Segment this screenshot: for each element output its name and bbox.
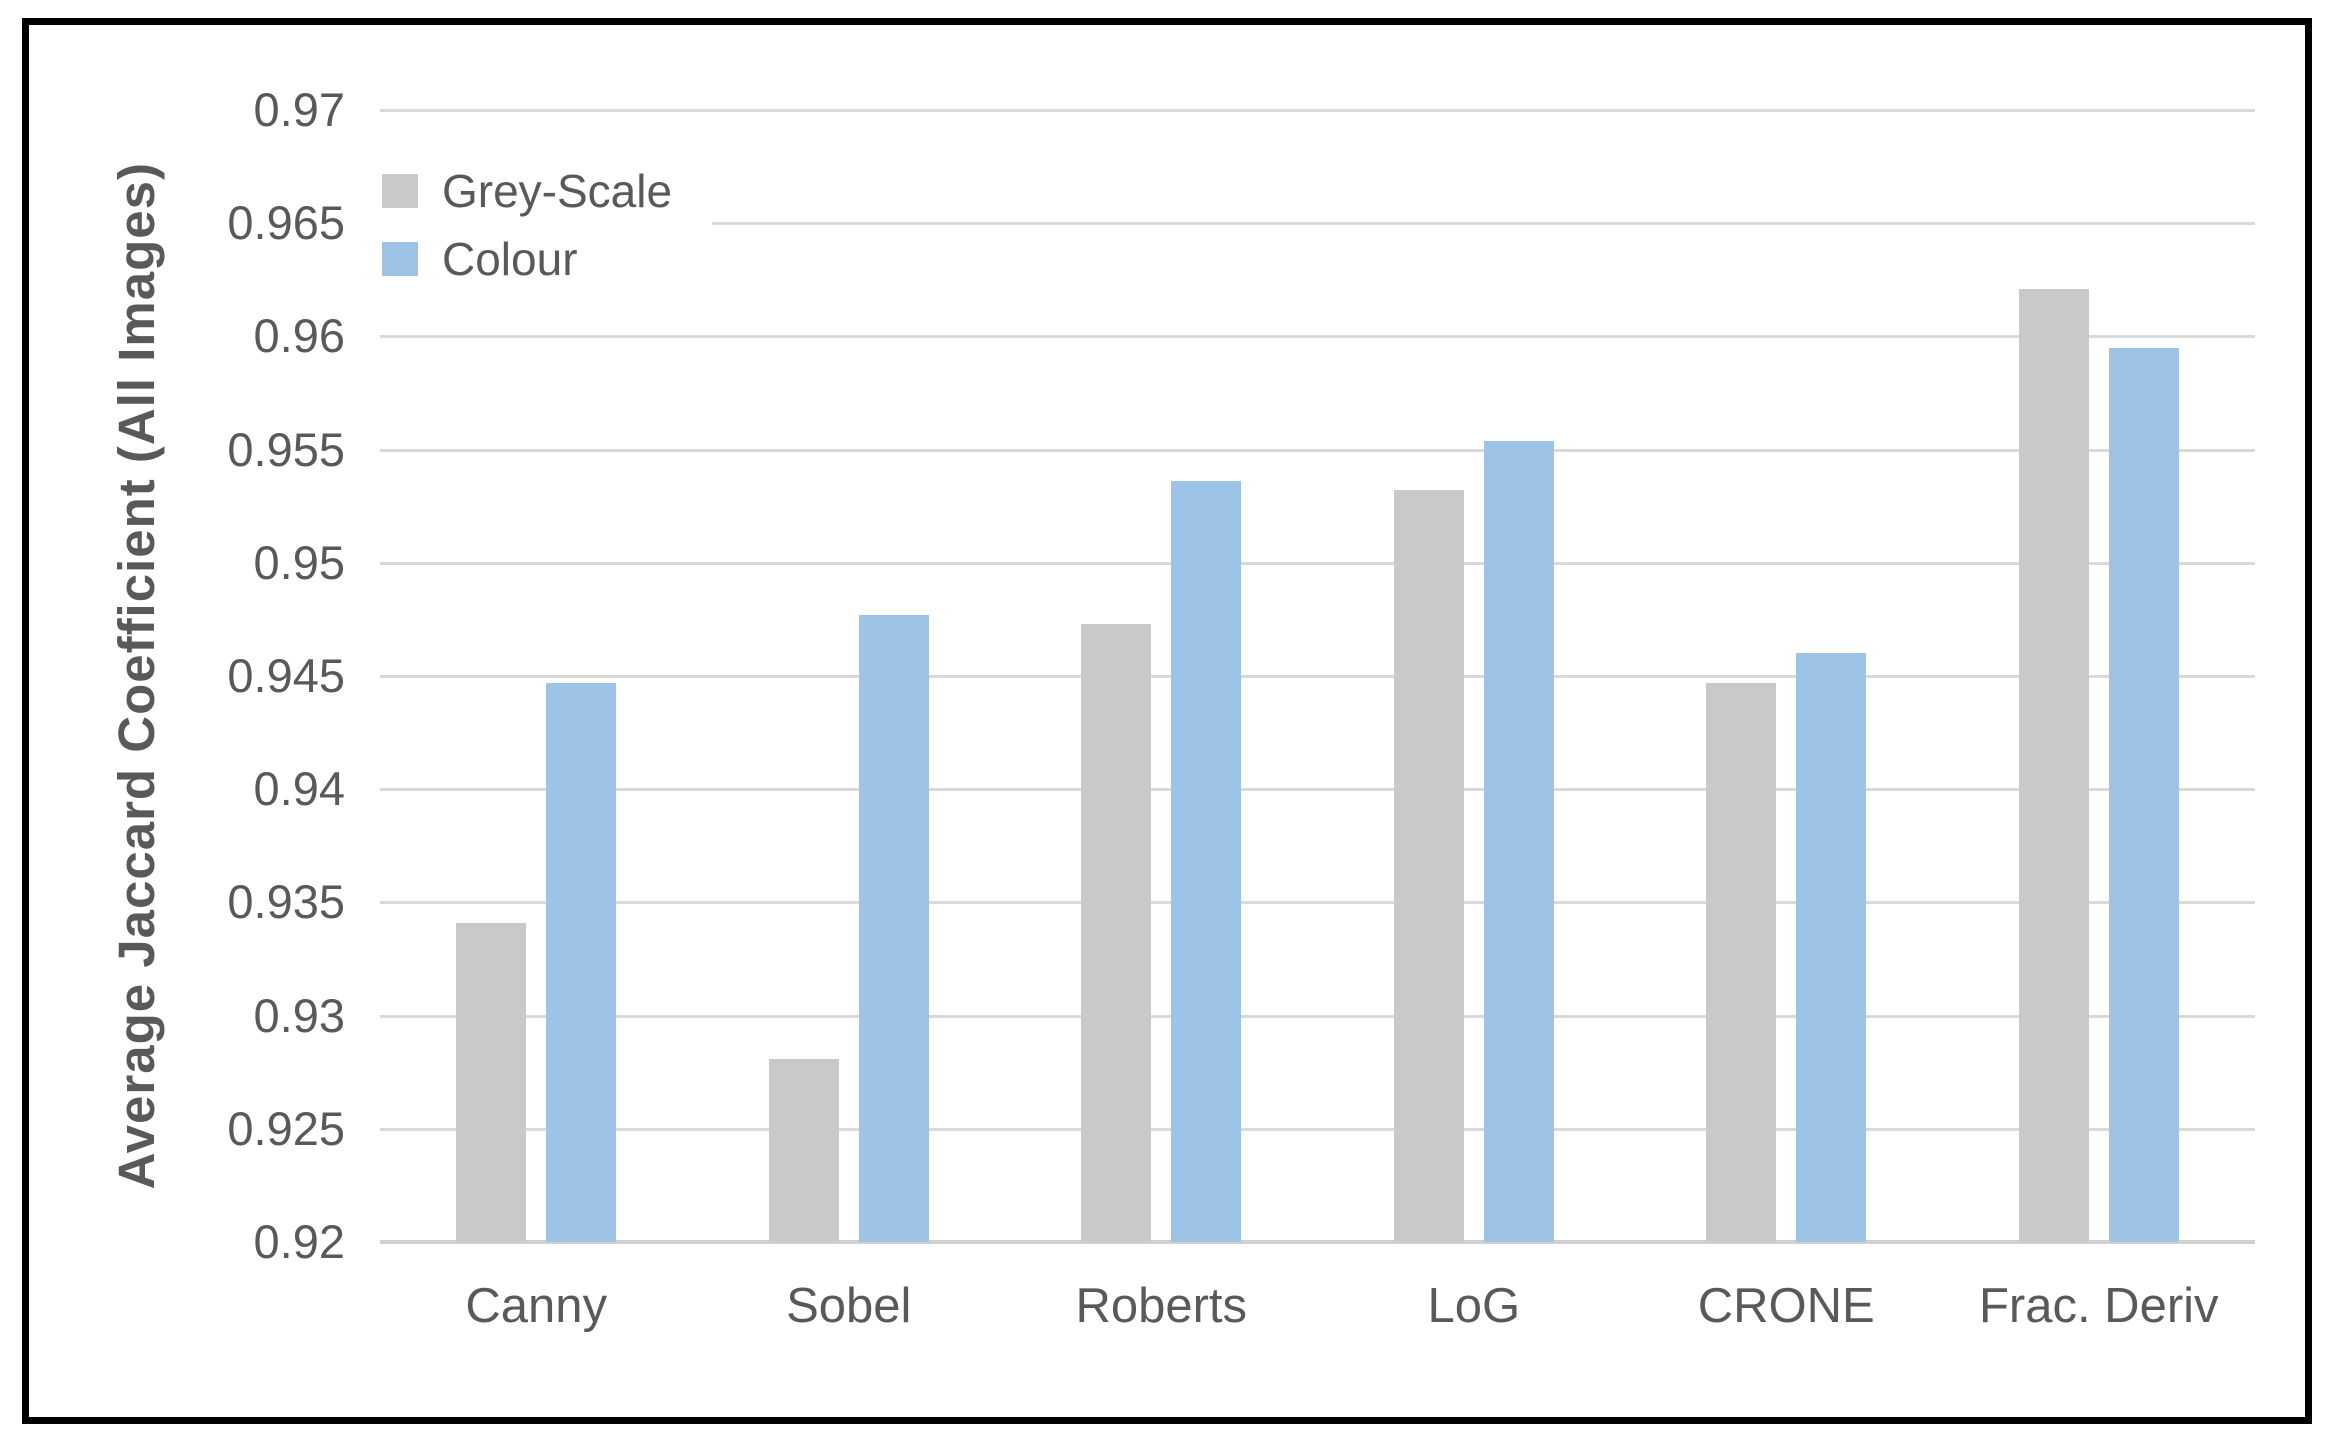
gridline — [380, 448, 2255, 452]
x-tick-label: Frac. Deriv — [1978, 1279, 2219, 1333]
legend-swatch-grey-scale — [382, 174, 418, 208]
bar-grey-scale — [2018, 288, 2089, 1242]
bars-layer — [380, 110, 2255, 1242]
bar-colour — [546, 682, 617, 1242]
bar-grey-scale — [768, 1058, 839, 1242]
gridline — [380, 561, 2255, 565]
y-axis-tick-labels: 0.97 0.965 0.96 0.955 0.95 0.945 0.94 0.935 0.93… — [0, 83, 345, 1268]
x-tick-label: Sobel — [786, 1279, 912, 1333]
legend-item: Grey-Scale — [382, 164, 672, 218]
gridline — [380, 901, 2255, 905]
y-tick-label: 0.955 — [227, 422, 345, 476]
y-tick-label: 0.945 — [227, 649, 345, 702]
category-group-sobel — [693, 110, 1006, 1242]
bar-colour — [1796, 653, 1867, 1242]
bar-colour — [2108, 347, 2179, 1242]
bar-colour — [1171, 481, 1242, 1242]
y-tick-label: 0.935 — [227, 875, 345, 929]
gridline — [380, 222, 2255, 226]
y-tick-label: 0.92 — [253, 1215, 345, 1268]
category-group-canny — [380, 110, 693, 1242]
x-axis-line — [380, 1240, 2255, 1244]
category-group-log — [1318, 110, 1631, 1242]
bar-grey-scale — [456, 922, 527, 1242]
x-tick-label: Canny — [465, 1279, 608, 1333]
legend-label: Grey-Scale — [442, 165, 673, 217]
x-tick-label: CRONE — [1697, 1279, 1875, 1333]
gridline — [380, 335, 2255, 339]
gridline — [380, 675, 2255, 678]
gridline — [380, 1127, 2255, 1131]
x-tick-label: LoG — [1427, 1279, 1521, 1333]
category-group-roberts — [1005, 110, 1318, 1242]
legend-label: Colour — [442, 233, 578, 285]
gridline — [380, 109, 2255, 112]
bar-grey-scale — [1393, 490, 1464, 1242]
y-tick-label: 0.94 — [253, 762, 345, 816]
bar-grey-scale — [1081, 623, 1152, 1242]
chart-border — [22, 18, 2312, 1424]
legend-swatch-colour — [382, 242, 418, 276]
y-tick-label: 0.925 — [227, 1101, 345, 1155]
x-axis-tick-labels: Canny Sobel Roberts LoG CRONE Frac. Deriv — [380, 1278, 2255, 1334]
y-tick-label: 0.96 — [253, 309, 345, 363]
gridline — [380, 788, 2255, 792]
plot-area — [380, 109, 2255, 1244]
bar-grey-scale — [1706, 682, 1777, 1242]
gridline — [380, 1014, 2255, 1018]
bar-colour — [1483, 440, 1554, 1242]
y-tick-label: 0.965 — [227, 196, 345, 250]
y-tick-label: 0.97 — [253, 83, 345, 136]
y-tick-label: 0.95 — [253, 535, 345, 589]
y-tick-label: 0.93 — [253, 988, 345, 1042]
bar-colour — [858, 614, 929, 1242]
legend-item: Colour — [382, 232, 672, 286]
category-group-crone — [1630, 110, 1943, 1242]
legend: Grey-Scale Colour — [362, 136, 713, 314]
category-group-frac-deriv — [1943, 110, 2256, 1242]
x-tick-label: Roberts — [1075, 1279, 1248, 1333]
